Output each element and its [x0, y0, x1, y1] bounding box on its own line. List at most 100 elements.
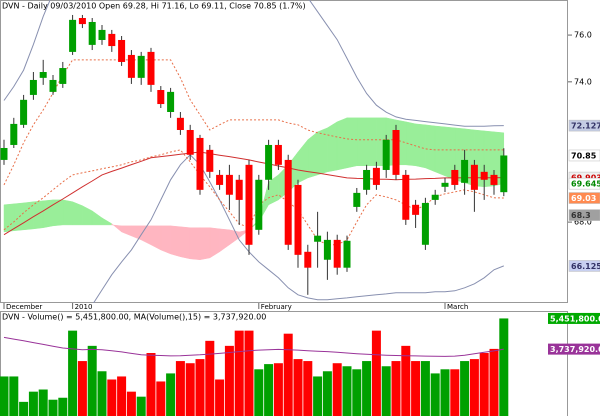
candle-body: [39, 72, 47, 78]
volume-bar: [195, 359, 205, 416]
cloud-segment: [346, 117, 358, 169]
candle-body: [147, 51, 155, 85]
volume-bar: [215, 379, 225, 416]
candle-body: [20, 99, 28, 125]
volume-bar: [185, 363, 195, 416]
volume-header: DVN - Volume() = 5,451,800.00, MA(Volume…: [2, 313, 266, 322]
candle-body: [235, 179, 243, 200]
overlay-line: [92, 154, 504, 303]
candle-body: [441, 182, 449, 187]
volume-bar: [234, 330, 244, 416]
candle-body: [490, 174, 498, 185]
candle-body: [157, 90, 165, 105]
price-tag-label: 68.3: [571, 211, 591, 220]
volume-bar: [68, 330, 78, 416]
y-tick-label: 68.0: [574, 218, 592, 227]
cloud-segment: [3, 203, 15, 233]
volume-bar: [469, 359, 479, 416]
volume-bar: [254, 369, 264, 416]
overlay-line: [3, 59, 504, 186]
cloud-segment: [307, 131, 318, 179]
volume-bar: [371, 330, 381, 416]
candle-body: [206, 149, 214, 172]
price-plot: [0, 0, 508, 303]
y-tick-label: 74.0: [574, 77, 592, 86]
cloud-segment: [415, 123, 426, 169]
candle-body: [167, 91, 175, 112]
volume-tag: [548, 312, 600, 324]
volume-bar: [499, 318, 509, 416]
price-tag: [568, 192, 600, 204]
cloud-segment: [356, 117, 367, 167]
volume-bar: [58, 397, 68, 416]
cloud-segment: [336, 117, 348, 171]
cloud-segment: [13, 202, 24, 232]
volume-bar: [0, 376, 9, 416]
candle-body: [127, 54, 135, 78]
candle-body: [98, 29, 106, 40]
volume-bar: [107, 379, 117, 416]
volume-tag-label: 5,451,800.00: [550, 314, 600, 323]
candle-body: [255, 179, 263, 230]
cloud-segment: [327, 121, 338, 173]
volume-bar: [48, 399, 58, 416]
volume-bar: [420, 361, 430, 416]
candle-body: [421, 202, 429, 245]
chart-header: DVN - Daily 09/03/2010 Open 69.28, Hi 71…: [2, 2, 306, 11]
candle-body: [382, 139, 390, 170]
candle-body: [431, 194, 439, 200]
candle-body: [353, 192, 361, 207]
candle-body: [363, 169, 371, 190]
volume-bar: [322, 371, 332, 416]
volume-bar: [293, 359, 303, 416]
volume-plot: [0, 318, 509, 416]
candle-body: [78, 18, 86, 25]
volume-bar: [352, 369, 362, 416]
candle-body: [29, 79, 37, 95]
cloud-segment: [42, 199, 54, 229]
volume-bar: [479, 353, 489, 416]
y-tick-label: 76.0: [574, 31, 592, 40]
candle-body: [392, 129, 400, 175]
candle-body: [461, 159, 469, 183]
candle-body: [314, 235, 322, 242]
volume-bar: [391, 361, 401, 416]
overlay-line: [3, 0, 504, 127]
cloud-segment: [33, 200, 44, 230]
volume-bar: [224, 345, 234, 416]
volume-bar: [146, 353, 156, 416]
volume-bar: [303, 361, 313, 416]
price-tag-label: 70.85: [571, 151, 597, 160]
overlay-line: [3, 151, 504, 236]
candle-body: [294, 184, 302, 255]
cloud-segment: [170, 225, 181, 258]
price-tag: [568, 209, 600, 221]
cloud-segment: [425, 124, 436, 173]
price-tag-label: 66.1250: [571, 262, 600, 271]
candle-body: [323, 239, 331, 260]
candle-body: [284, 159, 292, 245]
volume-bar: [411, 361, 421, 416]
volume-bar: [126, 391, 136, 416]
cloud-segment: [366, 117, 377, 167]
volume-bar: [19, 401, 29, 416]
candle-body: [451, 169, 459, 185]
candle-body: [412, 204, 420, 215]
volume-bar: [460, 361, 470, 416]
candle-body: [137, 55, 145, 78]
volume-bar: [313, 376, 323, 416]
volume-ma-line: [3, 336, 504, 357]
candle-body: [265, 144, 273, 180]
candle-body: [402, 174, 410, 220]
volume-bar: [332, 363, 342, 416]
price-tag: [568, 149, 600, 162]
candle-body: [225, 174, 233, 195]
volume-bar: [489, 348, 499, 416]
volume-bar: [87, 345, 97, 416]
volume-bar: [342, 366, 352, 416]
candle-body: [10, 123, 18, 145]
volume-bar: [9, 376, 19, 416]
candle-body: [176, 117, 184, 130]
candle-body: [470, 164, 478, 190]
